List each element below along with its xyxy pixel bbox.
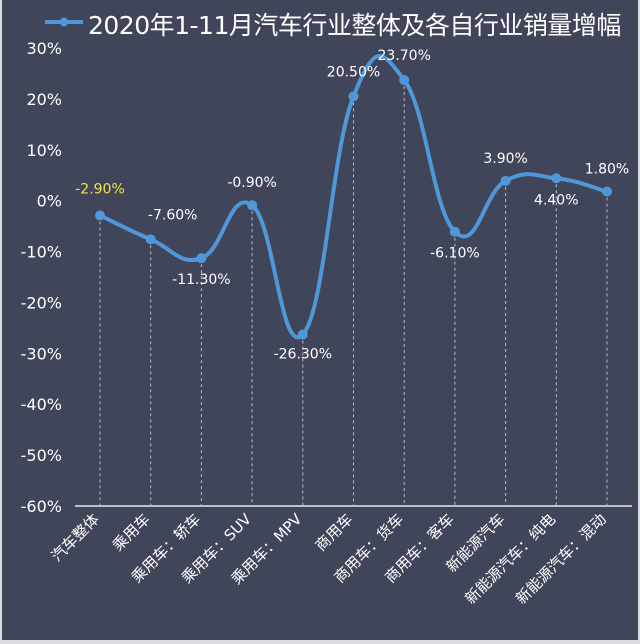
x-category-label: 商用车 [312, 510, 357, 555]
data-point-marker [449, 226, 460, 237]
data-point-marker [551, 173, 562, 184]
x-category-label: 新能源汽车：混动 [512, 510, 610, 608]
y-tick-label: -50% [21, 446, 62, 465]
x-category-label: 汽车整体 [48, 510, 103, 565]
data-label: -26.30% [274, 347, 332, 363]
data-label: 1.80% [585, 162, 629, 178]
x-category-label: 新能源汽车：纯电 [462, 510, 560, 608]
data-point-marker [247, 200, 258, 211]
data-label: 23.70% [378, 48, 431, 64]
y-tick-label: -30% [21, 344, 62, 363]
y-tick-label: 10% [26, 141, 62, 160]
x-category-label: 乘用车 [109, 510, 154, 555]
y-tick-label: 30% [26, 39, 62, 58]
y-tick-label: -60% [21, 497, 62, 516]
y-tick-label: -20% [21, 293, 62, 312]
data-label: 4.40% [534, 192, 578, 208]
data-label: 20.50% [327, 64, 380, 80]
data-label: -6.10% [430, 246, 480, 262]
data-point-marker [95, 210, 105, 221]
data-label: -0.90% [227, 175, 277, 191]
data-point-marker [297, 329, 308, 340]
data-point-marker [196, 253, 207, 264]
legend-marker-icon [59, 17, 69, 27]
data-point-marker [348, 91, 359, 102]
data-label: -2.90% [75, 181, 125, 197]
y-tick-label: 0% [37, 192, 62, 211]
data-label: -7.60% [148, 207, 198, 223]
data-label: 3.90% [483, 151, 527, 167]
chart-title: 2020年1-11月汽车行业整体及各自行业销量增幅 [88, 11, 621, 40]
data-point-marker [145, 234, 156, 245]
data-point-marker [399, 75, 410, 86]
y-tick-label: -10% [21, 243, 62, 262]
data-point-marker [500, 175, 511, 186]
data-label: -11.30% [172, 272, 230, 288]
y-tick-label: 20% [26, 90, 62, 109]
data-point-marker [602, 186, 612, 197]
y-tick-label: -40% [21, 395, 62, 414]
